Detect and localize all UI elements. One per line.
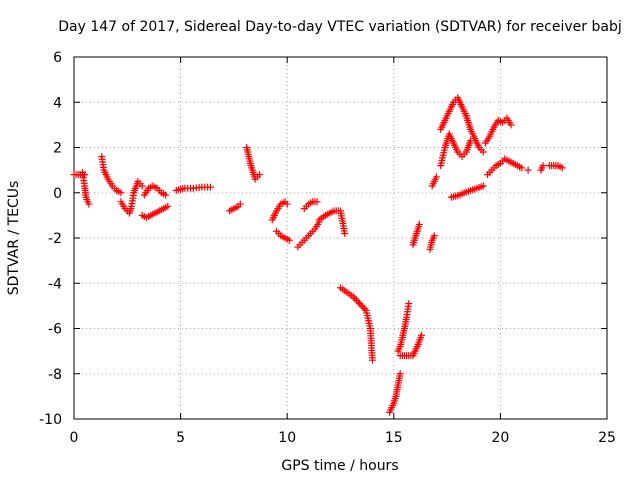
data-point	[539, 162, 547, 170]
data-point	[313, 198, 321, 206]
data-point	[479, 148, 487, 156]
data-point	[359, 303, 367, 311]
y-tick-label: -8	[48, 367, 62, 383]
grid	[74, 57, 607, 419]
data-point	[405, 300, 413, 308]
data-point	[349, 293, 357, 301]
data-point	[430, 232, 438, 240]
data-point	[352, 296, 360, 304]
y-tick-label: 4	[53, 95, 62, 111]
y-tick-label: -4	[48, 276, 62, 292]
data-point	[368, 356, 376, 364]
tick-labels: 0 5 10 15 20 25 -10 -8 -6 -4 -2 0 2 4 6	[39, 50, 616, 446]
data-point	[356, 300, 364, 308]
x-tick-label: 5	[176, 430, 185, 446]
y-axis-label: SDTVAR / TECUs	[6, 181, 22, 296]
x-tick-label: 20	[491, 430, 509, 446]
y-tick-label: 0	[53, 186, 62, 202]
data-points	[70, 94, 566, 416]
data-point	[138, 182, 146, 190]
x-tick-label: 15	[385, 430, 403, 446]
data-point	[415, 220, 423, 228]
y-tick-label: -10	[39, 412, 62, 428]
y-tick-label: 2	[53, 141, 62, 157]
data-point	[236, 200, 244, 208]
x-tick-label: 0	[70, 430, 79, 446]
data-point	[351, 295, 359, 303]
data-point	[354, 298, 362, 306]
plot-frame	[73, 56, 608, 420]
data-point	[164, 202, 172, 210]
data-point	[285, 236, 293, 244]
data-point	[479, 182, 487, 190]
y-tick-label: 6	[53, 50, 62, 66]
data-point	[396, 370, 404, 378]
axis-ticks	[73, 56, 608, 420]
y-tick-label: -2	[48, 231, 62, 247]
data-point	[206, 183, 214, 191]
data-point	[255, 171, 263, 179]
data-point	[432, 173, 440, 181]
data-point	[558, 164, 566, 172]
data-point	[357, 301, 365, 309]
data-point	[117, 189, 125, 197]
x-tick-label: 10	[278, 430, 296, 446]
chart-title: Day 147 of 2017, Sidereal Day-to-day VTE…	[58, 19, 621, 35]
x-axis-label: GPS time / hours	[281, 458, 398, 474]
data-point	[85, 200, 93, 208]
data-point	[418, 331, 426, 339]
data-point	[518, 164, 526, 172]
data-point	[360, 305, 368, 313]
x-tick-label: 25	[598, 430, 616, 446]
y-tick-label: -6	[48, 322, 62, 338]
data-point	[283, 200, 291, 208]
data-point	[507, 121, 515, 129]
data-point	[162, 191, 170, 199]
data-point	[524, 166, 532, 174]
data-point	[341, 229, 349, 237]
